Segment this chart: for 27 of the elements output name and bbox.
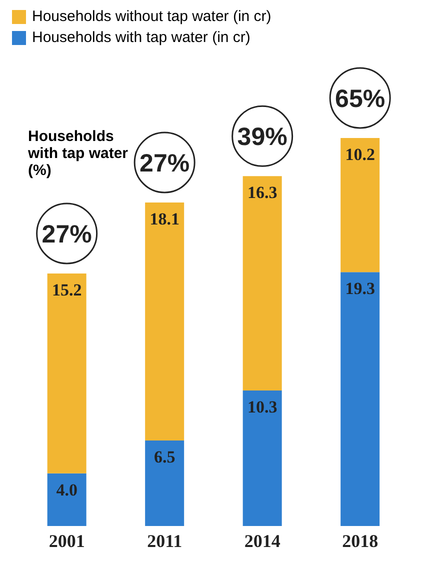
- data-label: 4.0: [56, 480, 78, 500]
- bar: [242, 390, 282, 526]
- legend-label: Households with tap water (in cr): [32, 29, 250, 46]
- data-label: 18.1: [150, 210, 180, 229]
- data-label: 15.2: [52, 280, 82, 300]
- data-label: 10.2: [345, 145, 375, 164]
- bar: [145, 202, 184, 441]
- bar: [47, 473, 86, 526]
- x-tick-label: 2018: [342, 530, 378, 551]
- annotation: 39%: [237, 123, 288, 152]
- bar: [340, 138, 380, 272]
- annotation: 27%: [140, 149, 190, 178]
- x-tick-label: 2011: [147, 530, 182, 551]
- bar: [47, 273, 86, 474]
- annotation: Households with tap water (%): [28, 128, 128, 179]
- legend-label: Households without tap water (in cr): [32, 8, 272, 25]
- x-tick-label: 2014: [244, 530, 280, 551]
- data-label: 16.3: [247, 183, 278, 202]
- bar: [145, 440, 184, 526]
- data-label: 19.3: [345, 279, 375, 298]
- data-label: 6.5: [154, 448, 176, 467]
- x-tick-label: 2001: [48, 530, 85, 551]
- text: 65%: [335, 85, 386, 113]
- annotation: 27%: [42, 220, 92, 248]
- data-label: 10.3: [247, 398, 278, 417]
- bar: [340, 272, 380, 526]
- bar: [242, 176, 282, 391]
